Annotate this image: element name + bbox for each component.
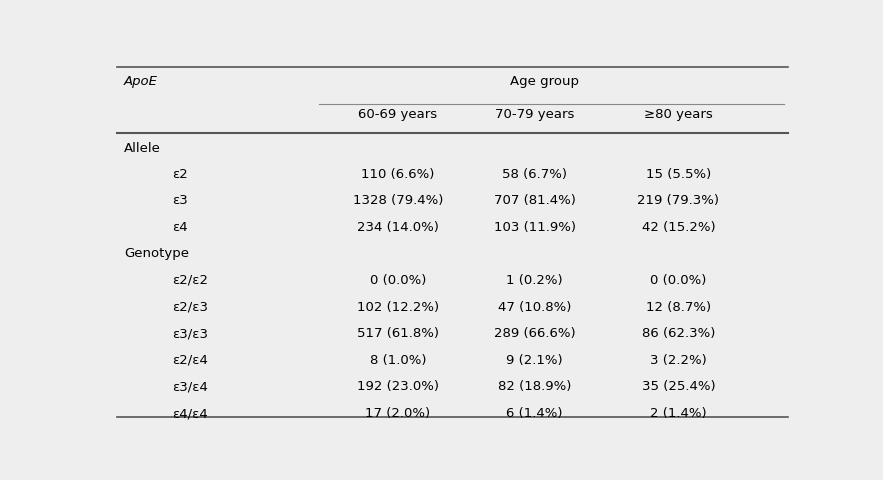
Text: 103 (11.9%): 103 (11.9%) (494, 221, 576, 234)
Text: Genotype: Genotype (124, 247, 189, 260)
Text: ε3: ε3 (172, 194, 188, 207)
Text: 707 (81.4%): 707 (81.4%) (494, 194, 576, 207)
Text: 517 (61.8%): 517 (61.8%) (357, 327, 439, 340)
Text: ε2/ε4: ε2/ε4 (172, 354, 208, 367)
Text: 12 (8.7%): 12 (8.7%) (645, 300, 711, 313)
Text: 0 (0.0%): 0 (0.0%) (370, 274, 426, 287)
Text: 60-69 years: 60-69 years (358, 108, 437, 121)
Text: 110 (6.6%): 110 (6.6%) (361, 168, 434, 180)
Text: 35 (25.4%): 35 (25.4%) (642, 381, 715, 394)
Text: ε2: ε2 (172, 168, 188, 180)
Text: Allele: Allele (124, 142, 161, 155)
Text: 15 (5.5%): 15 (5.5%) (645, 168, 711, 180)
Text: 192 (23.0%): 192 (23.0%) (357, 381, 439, 394)
Text: ε4: ε4 (172, 221, 187, 234)
Text: ε3/ε4: ε3/ε4 (172, 381, 208, 394)
Text: ≥80 years: ≥80 years (644, 108, 713, 121)
Text: 82 (18.9%): 82 (18.9%) (498, 381, 571, 394)
Text: 3 (2.2%): 3 (2.2%) (650, 354, 706, 367)
Text: 6 (1.4%): 6 (1.4%) (507, 407, 562, 420)
Text: ε2/ε3: ε2/ε3 (172, 300, 208, 313)
Text: 8 (1.0%): 8 (1.0%) (370, 354, 426, 367)
Text: 17 (2.0%): 17 (2.0%) (366, 407, 430, 420)
Text: ε4/ε4: ε4/ε4 (172, 407, 208, 420)
Text: 70-79 years: 70-79 years (495, 108, 574, 121)
Text: ε2/ε2: ε2/ε2 (172, 274, 208, 287)
Text: 86 (62.3%): 86 (62.3%) (642, 327, 715, 340)
Text: 58 (6.7%): 58 (6.7%) (502, 168, 567, 180)
Text: 219 (79.3%): 219 (79.3%) (638, 194, 720, 207)
Text: 102 (12.2%): 102 (12.2%) (357, 300, 439, 313)
Text: 0 (0.0%): 0 (0.0%) (650, 274, 706, 287)
Text: 289 (66.6%): 289 (66.6%) (494, 327, 576, 340)
Text: 9 (2.1%): 9 (2.1%) (506, 354, 563, 367)
Text: ε3/ε3: ε3/ε3 (172, 327, 208, 340)
Text: 234 (14.0%): 234 (14.0%) (357, 221, 439, 234)
Text: 2 (1.4%): 2 (1.4%) (650, 407, 706, 420)
Text: 1 (0.2%): 1 (0.2%) (506, 274, 563, 287)
Text: 1328 (79.4%): 1328 (79.4%) (352, 194, 443, 207)
Text: ApoE: ApoE (124, 75, 158, 88)
Text: 42 (15.2%): 42 (15.2%) (642, 221, 715, 234)
Text: Age group: Age group (510, 75, 579, 88)
Text: 47 (10.8%): 47 (10.8%) (498, 300, 571, 313)
